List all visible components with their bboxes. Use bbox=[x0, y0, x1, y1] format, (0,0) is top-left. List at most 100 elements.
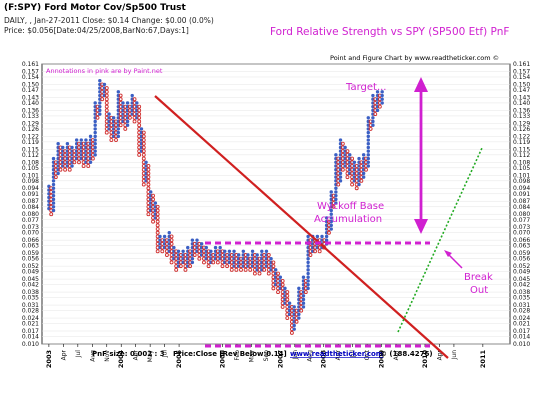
y-tick-label-left: 0.112 bbox=[22, 152, 39, 159]
o-mark bbox=[373, 112, 378, 117]
x-mark bbox=[93, 138, 97, 142]
o-mark bbox=[197, 256, 202, 261]
y-tick-label-left: 0.073 bbox=[22, 224, 39, 231]
x-tick-label: 2011 bbox=[479, 350, 487, 369]
target-arrow-down bbox=[414, 219, 428, 234]
y-tick-label-right: 0.122 bbox=[513, 133, 530, 140]
o-mark bbox=[239, 267, 243, 272]
x-mark bbox=[366, 164, 370, 168]
x-tick-label: Apr bbox=[133, 349, 140, 360]
y-axis-right: 0.1610.1570.1540.1500.1470.1430.1400.136… bbox=[513, 61, 530, 348]
x-mark bbox=[338, 171, 343, 176]
x-mark bbox=[334, 153, 338, 157]
y-tick-label-right: 0.154 bbox=[513, 74, 530, 81]
x-mark bbox=[51, 186, 56, 190]
x-mark bbox=[361, 175, 366, 179]
x-mark bbox=[93, 127, 97, 131]
o-mark bbox=[285, 297, 290, 302]
x-column bbox=[380, 90, 384, 105]
y-tick-label-right: 0.133 bbox=[513, 113, 530, 120]
x-mark bbox=[324, 216, 329, 220]
o-mark bbox=[271, 286, 276, 291]
o-mark bbox=[104, 130, 109, 135]
y-tick-label-right: 0.031 bbox=[513, 302, 530, 309]
x-mark bbox=[93, 142, 97, 146]
x-mark bbox=[301, 301, 306, 305]
o-mark bbox=[132, 97, 137, 102]
o-mark bbox=[151, 219, 155, 224]
o-mark bbox=[104, 97, 109, 102]
x-tick-label: Aug bbox=[89, 350, 96, 362]
x-mark bbox=[357, 182, 361, 187]
o-mark bbox=[53, 175, 58, 180]
x-mark bbox=[329, 208, 333, 213]
x-mark bbox=[153, 201, 158, 205]
x-mark bbox=[51, 197, 56, 202]
annotation-target: Target... bbox=[345, 82, 386, 93]
x-mark bbox=[121, 101, 125, 105]
o-mark bbox=[345, 149, 350, 154]
target-arrow-up bbox=[414, 77, 428, 92]
x-mark bbox=[167, 231, 171, 235]
x-mark bbox=[93, 130, 97, 135]
x-mark bbox=[116, 127, 121, 131]
y-tick-label-left: 0.126 bbox=[22, 126, 39, 133]
o-mark bbox=[225, 264, 230, 269]
x-mark bbox=[218, 245, 222, 250]
x-tick-label: Feb bbox=[234, 350, 241, 361]
x-column bbox=[366, 116, 370, 168]
x-mark bbox=[301, 297, 306, 302]
x-mark bbox=[107, 112, 111, 116]
x-mark bbox=[297, 316, 301, 320]
o-column bbox=[132, 97, 137, 124]
o-mark bbox=[169, 241, 174, 246]
o-mark bbox=[285, 316, 290, 320]
o-mark bbox=[285, 290, 290, 295]
o-mark bbox=[262, 267, 267, 272]
x-mark bbox=[366, 142, 370, 146]
o-mark bbox=[169, 234, 174, 239]
x-mark bbox=[70, 164, 74, 168]
y-tick-label-left: 0.014 bbox=[22, 334, 39, 341]
o-mark bbox=[234, 267, 239, 272]
x-mark bbox=[366, 116, 370, 120]
y-tick-label-left: 0.038 bbox=[22, 289, 39, 296]
y-tick-label-right: 0.056 bbox=[513, 256, 530, 263]
x-tick-label: 2009 bbox=[378, 350, 386, 369]
y-tick-label-left: 0.150 bbox=[22, 81, 39, 88]
y-tick-label-left: 0.105 bbox=[22, 165, 39, 172]
o-mark bbox=[146, 171, 151, 176]
footer-url-link[interactable]: www.readtheticker.com bbox=[290, 350, 383, 358]
y-tick-label-left: 0.087 bbox=[22, 198, 39, 205]
o-mark bbox=[192, 253, 197, 257]
o-mark bbox=[132, 119, 137, 124]
x-mark bbox=[361, 171, 366, 176]
x-mark bbox=[93, 119, 97, 124]
support-line bbox=[397, 147, 483, 333]
x-tick-label: Nov bbox=[104, 350, 111, 362]
y-tick-label-left: 0.129 bbox=[22, 120, 39, 127]
x-mark bbox=[227, 249, 232, 253]
x-mark bbox=[125, 101, 130, 105]
x-mark bbox=[98, 104, 102, 109]
o-column bbox=[49, 186, 54, 217]
o-mark bbox=[77, 160, 81, 165]
x-mark bbox=[329, 223, 333, 228]
y-tick-label-left: 0.035 bbox=[22, 295, 39, 302]
y-tick-label-right: 0.108 bbox=[513, 159, 530, 166]
x-column bbox=[329, 190, 333, 231]
x-mark bbox=[283, 286, 287, 291]
x-mark bbox=[116, 134, 121, 139]
y-tick-label-right: 0.080 bbox=[513, 211, 530, 218]
x-mark bbox=[149, 190, 153, 194]
x-mark bbox=[260, 249, 264, 253]
x-mark bbox=[306, 264, 310, 268]
y-tick-label-left: 0.157 bbox=[22, 68, 39, 75]
x-mark bbox=[371, 93, 375, 98]
y-tick-label-right: 0.028 bbox=[513, 308, 530, 315]
x-axis: 2003 Apr Jul Aug Nov 2004 Apr May Jul 2005 2006 Feb… bbox=[45, 344, 487, 368]
y-axis-left: 0.1610.1570.1540.1500.1470.1430.1400.136… bbox=[22, 61, 39, 348]
y-tick-label-right: 0.115 bbox=[513, 146, 530, 153]
o-mark bbox=[285, 293, 290, 298]
